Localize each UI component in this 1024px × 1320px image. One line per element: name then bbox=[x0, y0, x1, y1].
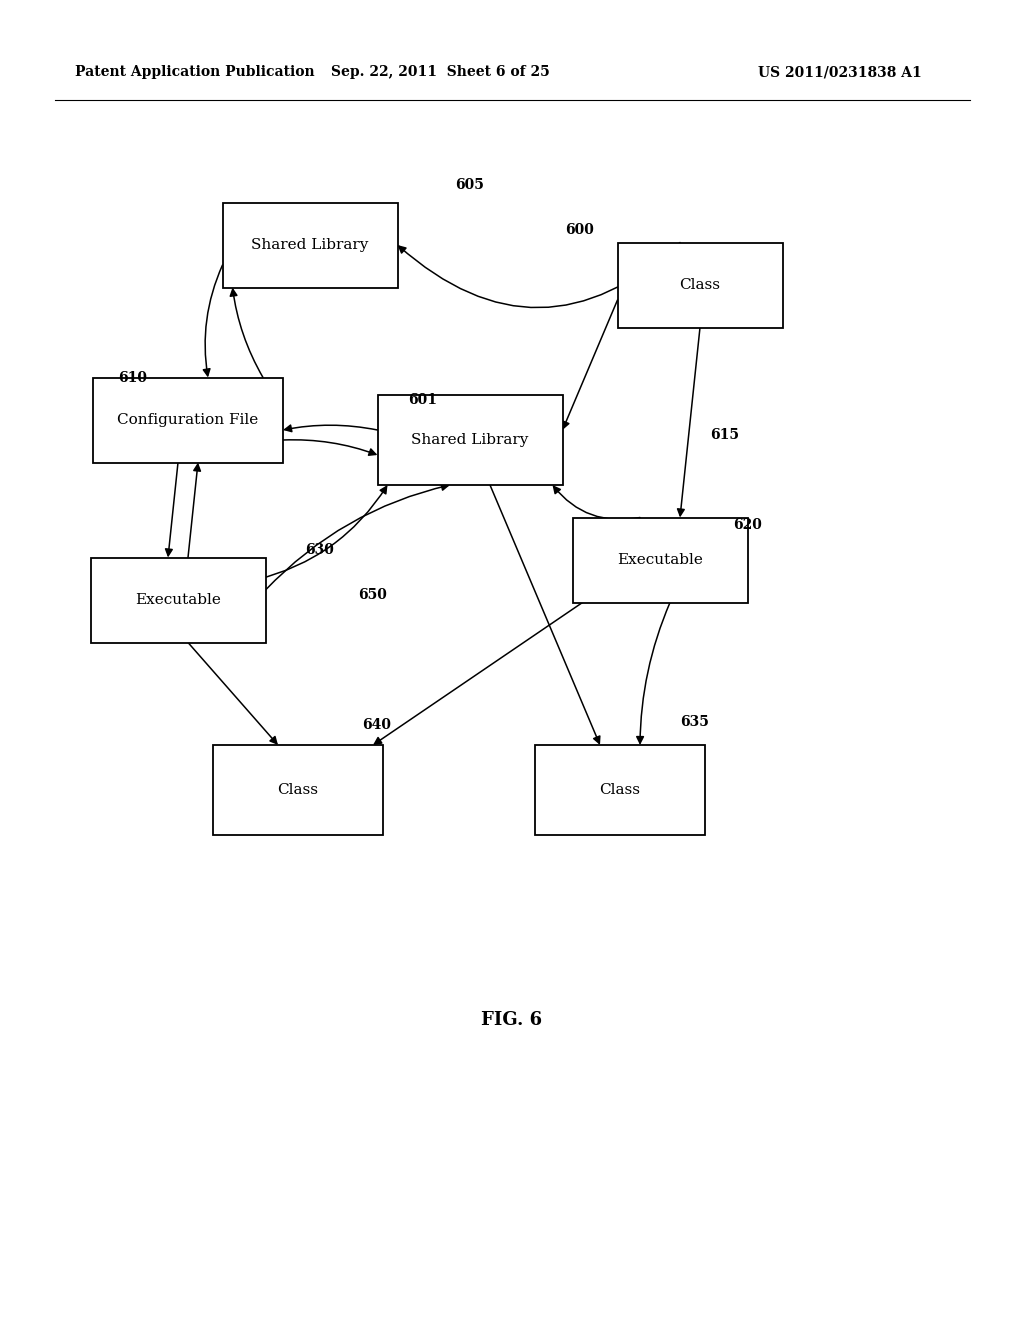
Text: 615: 615 bbox=[710, 428, 739, 442]
Bar bbox=[90, 557, 265, 643]
Bar bbox=[378, 395, 562, 484]
Text: 635: 635 bbox=[680, 715, 709, 729]
Text: Patent Application Publication: Patent Application Publication bbox=[75, 65, 314, 79]
Text: Shared Library: Shared Library bbox=[412, 433, 528, 447]
Bar bbox=[213, 744, 383, 836]
Bar bbox=[572, 517, 748, 602]
Bar bbox=[535, 744, 705, 836]
Text: Class: Class bbox=[680, 279, 721, 292]
Bar bbox=[617, 243, 782, 327]
Text: US 2011/0231838 A1: US 2011/0231838 A1 bbox=[758, 65, 922, 79]
Text: 630: 630 bbox=[305, 543, 334, 557]
Bar bbox=[93, 378, 283, 462]
Text: Executable: Executable bbox=[135, 593, 221, 607]
Text: 650: 650 bbox=[358, 587, 387, 602]
Text: FIG. 6: FIG. 6 bbox=[481, 1011, 543, 1030]
Text: 610: 610 bbox=[118, 371, 147, 385]
Text: 620: 620 bbox=[733, 517, 762, 532]
Bar bbox=[222, 202, 397, 288]
Text: Class: Class bbox=[599, 783, 640, 797]
Text: Shared Library: Shared Library bbox=[251, 238, 369, 252]
Text: Configuration File: Configuration File bbox=[118, 413, 259, 426]
Text: Executable: Executable bbox=[617, 553, 702, 568]
Text: 605: 605 bbox=[455, 178, 484, 191]
Text: Class: Class bbox=[278, 783, 318, 797]
Text: 640: 640 bbox=[362, 718, 391, 733]
Text: 601: 601 bbox=[408, 393, 437, 407]
Text: 600: 600 bbox=[565, 223, 594, 238]
Text: Sep. 22, 2011  Sheet 6 of 25: Sep. 22, 2011 Sheet 6 of 25 bbox=[331, 65, 549, 79]
